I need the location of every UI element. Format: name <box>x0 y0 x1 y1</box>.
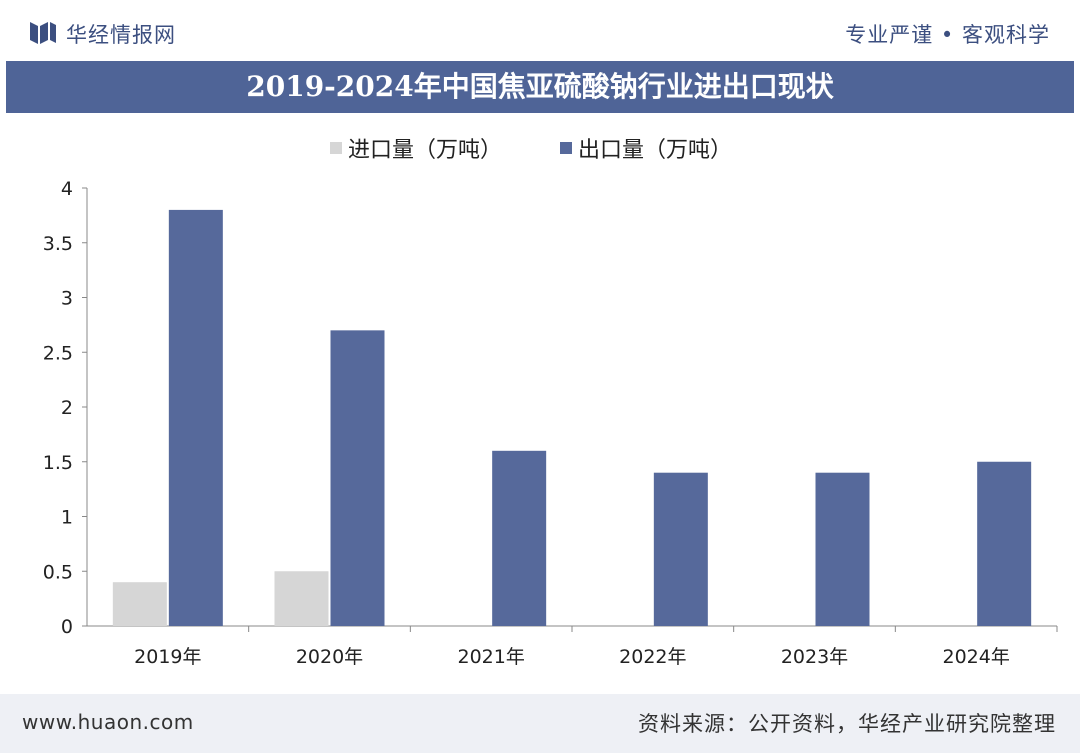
legend-label-import: 进口量（万吨） <box>348 138 503 163</box>
chart-title: 2019-2024年中国焦亚硫酸钠行业进出口现状 <box>6 61 1074 113</box>
export-bar-2 <box>492 450 547 626</box>
bar-chart: 0 0.5 1 1.5 2 2.5 3 3.5 4 2019年 2020年 2021年 2022年 202… <box>43 178 1058 668</box>
footer: www.huaon.com 资料来源：公开资料，华经产业研究院整理 <box>0 694 1080 753</box>
footer-source: 资料来源：公开资料，华经产业研究院整理 <box>638 712 1056 736</box>
legend-swatch-export <box>560 142 572 154</box>
footer-url: www.huaon.com <box>22 710 194 734</box>
legend-item-export: 出口量（万吨） <box>560 133 732 163</box>
x-tick-label: 2021年 <box>457 646 524 668</box>
tagline: 专业严谨 • 客观科学 <box>845 23 1050 47</box>
chart-legend: 进口量（万吨） 出口量（万吨） <box>0 133 1080 163</box>
y-tick-label: 3.5 <box>43 233 73 255</box>
y-tick-label: 0.5 <box>43 561 73 583</box>
brand-name: 华经情报网 <box>66 23 176 47</box>
export-bar-5 <box>977 461 1032 626</box>
legend-label-export: 出口量（万吨） <box>578 138 733 163</box>
y-tick-label: 4 <box>61 178 73 200</box>
x-tick-label: 2019年 <box>134 646 201 668</box>
import-bar-0 <box>112 582 167 626</box>
legend-item-import: 进口量（万吨） <box>330 133 502 163</box>
export-bar-1 <box>330 330 385 626</box>
export-bar-4 <box>815 472 870 626</box>
x-tick-label: 2022年 <box>619 646 686 668</box>
export-bar-3 <box>653 472 708 626</box>
import-bar-1 <box>274 571 329 626</box>
y-tick-label: 0 <box>61 616 73 638</box>
y-tick-label: 3 <box>61 288 73 310</box>
export-bar-0 <box>168 209 223 626</box>
legend-swatch-import <box>330 142 342 154</box>
top-bar: 华经情报网 专业严谨 • 客观科学 <box>0 0 1080 58</box>
y-tick-label: 1.5 <box>43 452 73 474</box>
x-tick-label: 2020年 <box>296 646 363 668</box>
y-tick-label: 1 <box>61 507 73 529</box>
huajing-logo-icon <box>30 22 56 44</box>
y-tick-label: 2 <box>61 397 73 419</box>
y-tick-label: 2.5 <box>43 342 73 364</box>
x-tick-label: 2024年 <box>942 646 1009 668</box>
x-tick-label: 2023年 <box>781 646 848 668</box>
